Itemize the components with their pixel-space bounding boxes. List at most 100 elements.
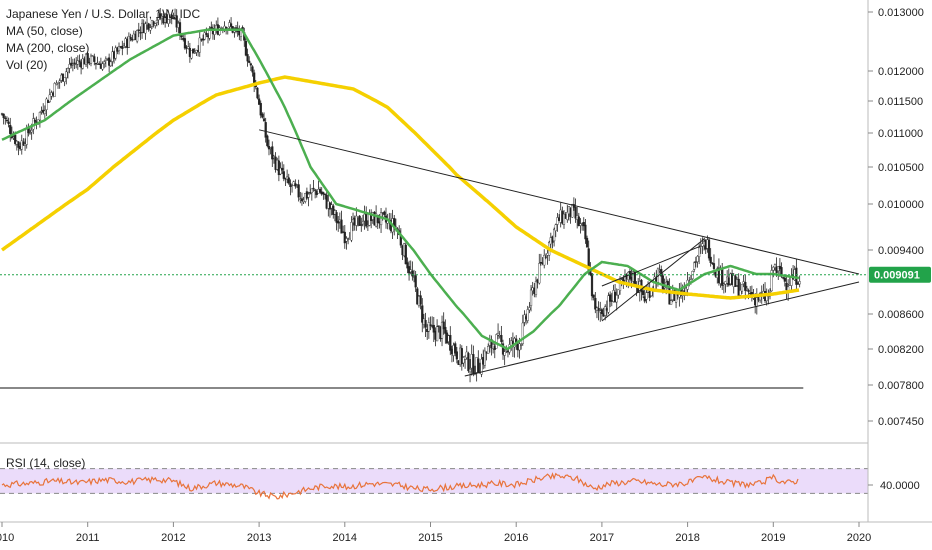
candle xyxy=(78,54,81,68)
candle-body xyxy=(172,17,175,20)
legend-symbol[interactable]: Japanese Yen / U.S. Dollar, 1W, IDC xyxy=(6,7,201,21)
candle-body xyxy=(198,37,201,53)
candle-body xyxy=(495,334,498,349)
trendline[interactable] xyxy=(601,245,701,287)
candle xyxy=(294,179,297,189)
candle-body xyxy=(528,307,531,311)
candle xyxy=(340,210,343,234)
time-axis[interactable]: 2010 2011 2012 2013 2014 2015 2016 2017 2018 2019… xyxy=(0,522,871,544)
price-pane[interactable] xyxy=(0,8,868,389)
candle xyxy=(249,62,252,72)
candle-body xyxy=(455,351,458,360)
candle-body xyxy=(248,60,251,63)
candle xyxy=(520,343,523,350)
candle xyxy=(198,31,201,57)
candle-body xyxy=(538,263,541,284)
candle xyxy=(58,78,61,89)
trendline[interactable] xyxy=(258,129,860,275)
candle xyxy=(152,20,155,28)
candle xyxy=(421,298,424,333)
candle xyxy=(167,19,170,27)
candle-body xyxy=(544,256,547,258)
candle xyxy=(264,117,267,143)
candle-body xyxy=(487,346,490,354)
candle xyxy=(38,111,42,128)
candle-body xyxy=(721,268,724,286)
candle xyxy=(71,58,74,72)
candle xyxy=(694,256,697,268)
candle xyxy=(66,67,70,79)
candle xyxy=(144,21,147,40)
candle xyxy=(615,288,618,311)
candle-body xyxy=(633,271,636,286)
candle xyxy=(129,33,132,42)
candle-body xyxy=(208,28,211,39)
candle xyxy=(322,191,325,200)
candle-body xyxy=(707,239,711,259)
candle-body xyxy=(773,264,777,268)
candle-body xyxy=(574,206,577,219)
candle-body xyxy=(609,294,612,302)
candle xyxy=(335,210,338,231)
candle-body xyxy=(798,281,801,285)
candle xyxy=(9,117,12,142)
time-axis-label: 2015 xyxy=(418,532,442,544)
last-price-tag: 0.009091 xyxy=(869,266,931,283)
candle-body xyxy=(543,255,546,266)
candle xyxy=(281,161,284,175)
rsi-pane[interactable] xyxy=(0,468,868,500)
rsi-legend[interactable]: RSI (14, close) xyxy=(6,456,86,470)
candle xyxy=(544,253,547,260)
candle-body xyxy=(772,266,775,271)
candle xyxy=(117,42,121,55)
candle-body xyxy=(300,198,304,202)
candle-body xyxy=(566,211,569,220)
candle-body xyxy=(554,224,557,231)
time-axis-label: 2013 xyxy=(247,532,271,544)
candle xyxy=(361,214,365,227)
candle-body xyxy=(520,344,523,346)
candle-body xyxy=(93,56,96,62)
candle-body xyxy=(785,283,788,291)
time-axis-label: 2018 xyxy=(675,532,699,544)
candle xyxy=(266,134,269,148)
candle-body xyxy=(55,83,58,85)
candle-body xyxy=(86,53,89,64)
candle xyxy=(328,201,332,218)
candle xyxy=(604,304,607,321)
candle xyxy=(503,348,506,366)
candle-body xyxy=(585,237,589,248)
trendline[interactable] xyxy=(601,238,706,322)
candle xyxy=(300,192,304,206)
candle-body xyxy=(139,32,142,34)
candle xyxy=(312,179,315,192)
trendline[interactable] xyxy=(464,281,860,377)
candle xyxy=(553,227,556,247)
candle-body xyxy=(68,64,71,69)
candle xyxy=(442,312,445,335)
legend-vol[interactable]: Vol (20) xyxy=(6,58,48,72)
candle xyxy=(192,48,195,54)
candle-body xyxy=(571,204,574,218)
candle-body xyxy=(783,277,786,282)
candle-body xyxy=(604,306,607,316)
candle xyxy=(501,339,505,360)
candle xyxy=(609,291,612,308)
candle-body xyxy=(159,13,162,19)
candle xyxy=(462,356,465,367)
candle-body xyxy=(526,309,529,321)
candle-body xyxy=(477,358,480,373)
candle xyxy=(496,323,500,340)
candle xyxy=(419,290,422,310)
candle-body xyxy=(314,189,317,191)
candle-body xyxy=(618,279,622,291)
candle xyxy=(108,53,111,73)
candle xyxy=(592,294,595,301)
legend-ma200[interactable]: MA (200, close) xyxy=(6,41,90,55)
price-axis-label: 0.009400 xyxy=(878,245,924,257)
legend-ma50[interactable]: MA (50, close) xyxy=(6,24,83,38)
price-axis[interactable]: 0.013000 0.012000 0.011500 0.011000 0.010500… xyxy=(868,7,924,428)
candle-body xyxy=(615,295,618,303)
candle-body xyxy=(258,98,261,105)
